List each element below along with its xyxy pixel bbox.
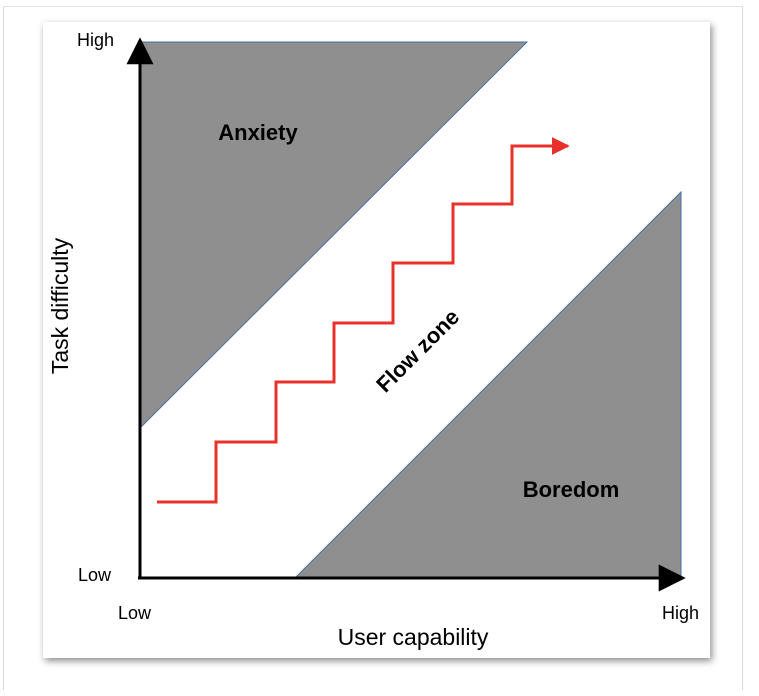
flow-zone-label: Flow zone: [371, 304, 464, 397]
boredom-label: Boredom: [523, 477, 620, 502]
y-axis-high-label: High: [77, 30, 114, 50]
y-axis-title: Task difficulty: [47, 237, 73, 374]
x-axis-high-label: High: [662, 603, 699, 623]
boredom-region: [293, 190, 682, 579]
page-border: [3, 6, 743, 690]
x-axis-title: User capability: [338, 624, 489, 650]
anxiety-label: Anxiety: [218, 120, 298, 145]
progress-staircase: [157, 137, 570, 504]
y-axis-low-label: Low: [78, 565, 112, 585]
x-axis-low-label: Low: [118, 603, 152, 623]
